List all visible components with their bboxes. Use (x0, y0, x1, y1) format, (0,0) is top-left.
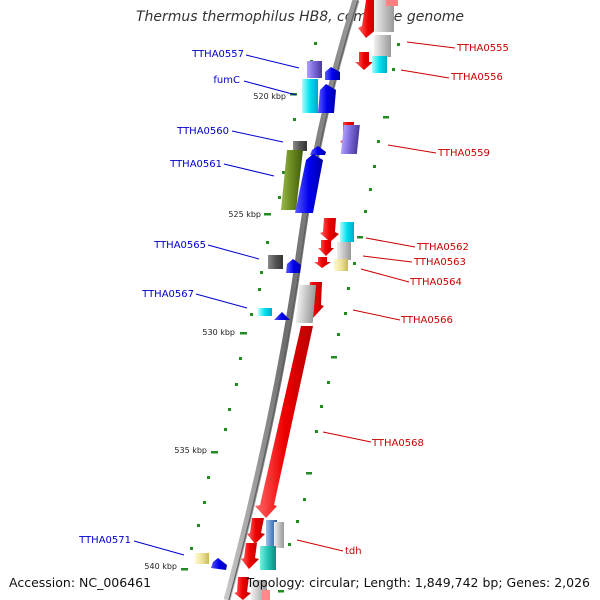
accession-text: Accession: NC_006461 (9, 575, 152, 590)
genome-backbone (223, 0, 360, 600)
gene-label-TTHA0557: TTHA0557 (191, 49, 244, 60)
scale-label-530: 530 kbp (202, 328, 235, 337)
gene-box-TTHA0565 (268, 255, 283, 269)
gene-labels-right: TTHA0555 TTHA0556 TTHA0559 TTHA0562 TTHA… (345, 43, 509, 557)
gene-label-fumC: fumC (213, 75, 240, 86)
gene-box-tdh-steel (266, 520, 277, 546)
scale-label-535: 535 kbp (174, 446, 207, 455)
genome-summary-text: Topology: circular; Length: 1,849,742 bp… (246, 575, 590, 590)
gene-box-TTHA0557 (307, 61, 322, 78)
gene-label-TTHA0562: TTHA0562 (416, 242, 469, 253)
gene-arrow-TTHA0561 (295, 154, 323, 213)
label-leaders-left (133, 54, 300, 556)
gene-label-TTHA0559: TTHA0559 (437, 148, 490, 159)
gene-label-TTHA0567: TTHA0567 (141, 289, 194, 300)
scale-ticks-right (278, 43, 400, 593)
scale-label-540: 540 kbp (144, 562, 177, 571)
gene-arrow-TTHA0571 (211, 558, 227, 570)
gene-box-TTHA0563 (337, 242, 351, 260)
gene-label-TTHA0561: TTHA0561 (169, 159, 222, 170)
gene-arrow-TTHA0568 (255, 326, 313, 518)
gene-box-red-top (386, 0, 398, 6)
gene-arrow-tdh-a (247, 518, 265, 544)
gene-box-bottom-red (262, 590, 270, 600)
gene-arrow-fumC (318, 84, 336, 113)
reverse-strand-features (195, 61, 340, 570)
gene-box-TTHA0567 (258, 308, 272, 316)
gene-box-fumC (302, 79, 318, 113)
gene-box-TTHA0571 (195, 553, 209, 564)
gene-arrow-TTHA0557 (325, 67, 340, 80)
scale-labels: 520 kbp 525 kbp 530 kbp 535 kbp 540 kbp (144, 92, 286, 571)
label-leaders-right (296, 41, 456, 552)
gene-label-TTHA0568: TTHA0568 (371, 438, 424, 449)
gene-box-TTHA0564 (334, 259, 348, 271)
gene-arrow-TTHA0563 (318, 240, 334, 256)
gene-arrow-TTHA0562 (320, 218, 339, 242)
gene-box-TTHA0562 (340, 222, 354, 242)
gene-label-TTHA0556: TTHA0556 (450, 72, 503, 83)
gene-box-TTHA0556a (374, 35, 391, 57)
gene-arrow-bottom (234, 577, 251, 600)
forward-strand-features (234, 0, 398, 600)
gene-label-TTHA0566: TTHA0566 (400, 315, 453, 326)
gene-label-TTHA0560: TTHA0560 (176, 126, 229, 137)
gene-label-TTHA0571: TTHA0571 (78, 535, 131, 546)
gene-arrow-TTHA0556 (355, 52, 373, 70)
gene-arrow-TTHA0555-partial (358, 0, 378, 38)
scale-label-520: 520 kbp (253, 92, 286, 101)
gene-label-tdh: tdh (345, 546, 362, 557)
gene-label-TTHA0564: TTHA0564 (409, 277, 462, 288)
gene-label-TTHA0565: TTHA0565 (153, 240, 206, 251)
scale-label-525: 525 kbp (228, 210, 261, 219)
gene-arrow-tdh-b (241, 543, 259, 569)
gene-label-TTHA0563: TTHA0563 (413, 257, 466, 268)
gene-arrow-TTHA0564 (314, 257, 331, 268)
gene-labels-left: TTHA0557 fumC TTHA0560 TTHA0561 TTHA0565… (78, 49, 244, 546)
gene-box-TTHA0561 (281, 150, 303, 210)
gene-arrow-TTHA0560 (310, 146, 326, 155)
scale-ticks-left (181, 42, 317, 571)
gene-box-tdh-gray (274, 522, 284, 548)
gene-box-TTHA0566 (295, 285, 317, 323)
gene-box-TTHA0560 (293, 141, 307, 151)
gene-box-tdh-teal (260, 546, 276, 570)
gene-box-gray-top (374, 0, 394, 32)
gene-box-TTHA0559 (340, 125, 360, 154)
gene-arrow-TTHA0567 (274, 312, 290, 320)
gene-box-TTHA0556b (372, 56, 387, 73)
gene-arrow-TTHA0565 (286, 259, 301, 273)
gene-label-TTHA0555: TTHA0555 (456, 43, 509, 54)
